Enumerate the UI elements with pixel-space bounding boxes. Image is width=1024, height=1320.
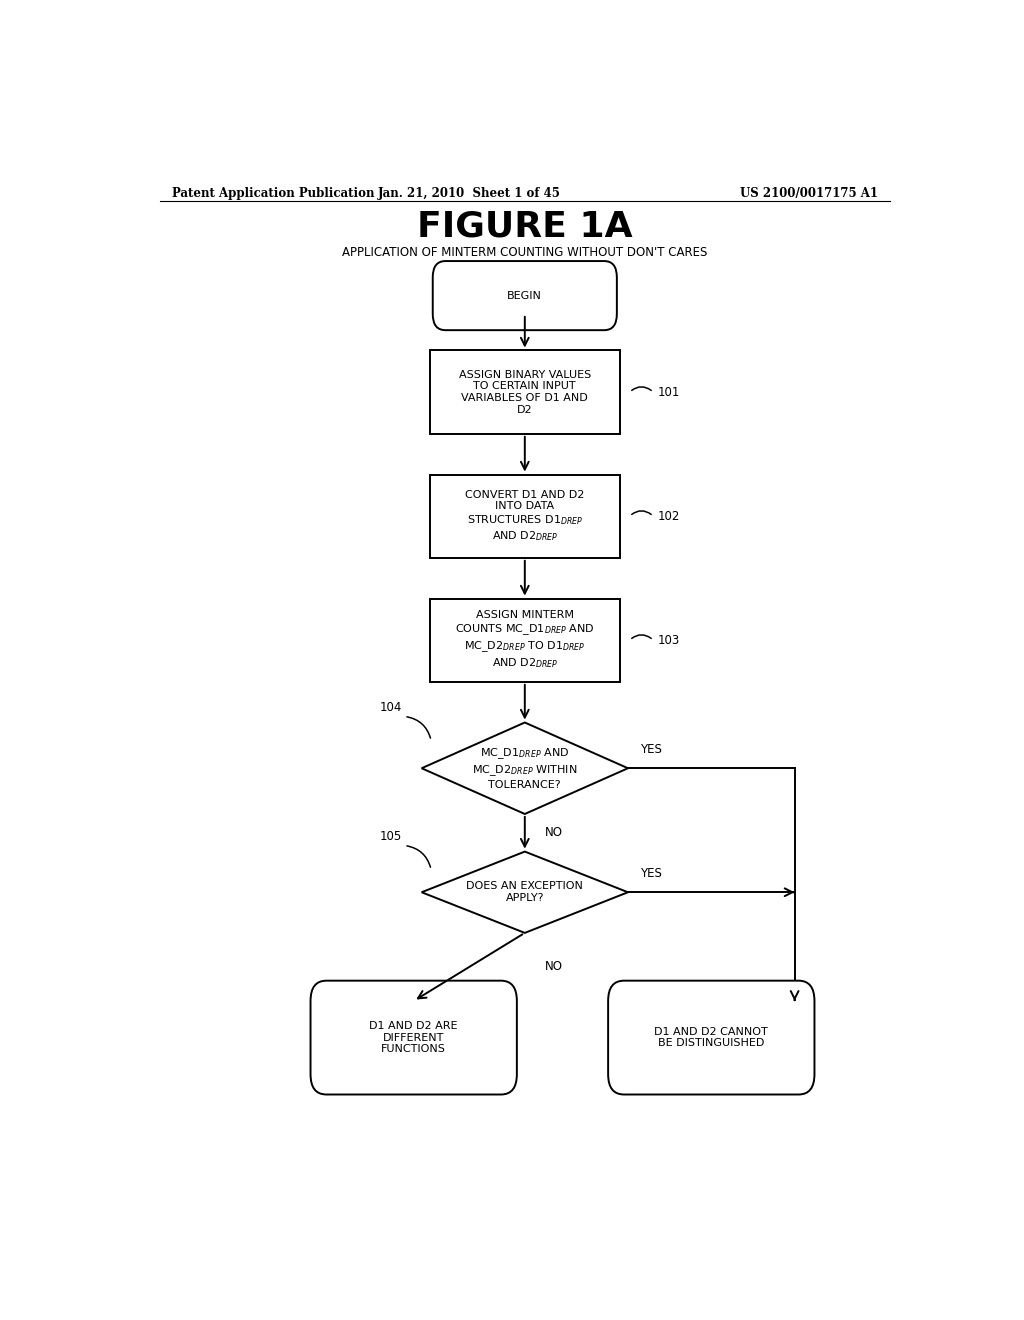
Text: NO: NO [545, 961, 562, 973]
Text: YES: YES [640, 743, 662, 756]
Text: US 2100/0017175 A1: US 2100/0017175 A1 [740, 187, 878, 199]
Text: Patent Application Publication: Patent Application Publication [172, 187, 374, 199]
FancyBboxPatch shape [608, 981, 814, 1094]
FancyBboxPatch shape [433, 261, 616, 330]
Text: 105: 105 [380, 830, 401, 843]
Text: CONVERT D1 AND D2
INTO DATA
STRUCTURES D1$_{DREP}$
AND D2$_{DREP}$: CONVERT D1 AND D2 INTO DATA STRUCTURES D… [465, 490, 585, 543]
Text: NO: NO [545, 826, 562, 840]
Text: D1 AND D2 ARE
DIFFERENT
FUNCTIONS: D1 AND D2 ARE DIFFERENT FUNCTIONS [370, 1020, 458, 1055]
Text: 102: 102 [658, 510, 681, 523]
Bar [430, 474, 621, 558]
Text: 104: 104 [380, 701, 401, 714]
Bar [430, 598, 621, 682]
Polygon shape [422, 851, 628, 933]
FancyBboxPatch shape [310, 981, 517, 1094]
Text: APPLICATION OF MINTERM COUNTING WITHOUT DON'T CARES: APPLICATION OF MINTERM COUNTING WITHOUT … [342, 246, 708, 259]
Text: 101: 101 [658, 385, 681, 399]
Polygon shape [422, 722, 628, 814]
Text: 103: 103 [658, 634, 680, 647]
Text: BEGIN: BEGIN [507, 290, 543, 301]
Bar [430, 351, 621, 434]
Text: ASSIGN BINARY VALUES
TO CERTAIN INPUT
VARIABLES OF D1 AND
D2: ASSIGN BINARY VALUES TO CERTAIN INPUT VA… [459, 370, 591, 414]
Text: FIGURE 1A: FIGURE 1A [417, 210, 633, 243]
Text: MC_D1$_{DREP}$ AND
MC_D2$_{DREP}$ WITHIN
TOLERANCE?: MC_D1$_{DREP}$ AND MC_D2$_{DREP}$ WITHIN… [472, 747, 578, 789]
Text: DOES AN EXCEPTION
APPLY?: DOES AN EXCEPTION APPLY? [466, 882, 584, 903]
Text: Jan. 21, 2010  Sheet 1 of 45: Jan. 21, 2010 Sheet 1 of 45 [378, 187, 561, 199]
Text: D1 AND D2 CANNOT
BE DISTINGUISHED: D1 AND D2 CANNOT BE DISTINGUISHED [654, 1027, 768, 1048]
Text: ASSIGN MINTERM
COUNTS MC_D1$_{DREP}$ AND
MC_D2$_{DREP}$ TO D1$_{DREP}$
AND D2$_{: ASSIGN MINTERM COUNTS MC_D1$_{DREP}$ AND… [455, 610, 595, 669]
Text: YES: YES [640, 867, 662, 880]
